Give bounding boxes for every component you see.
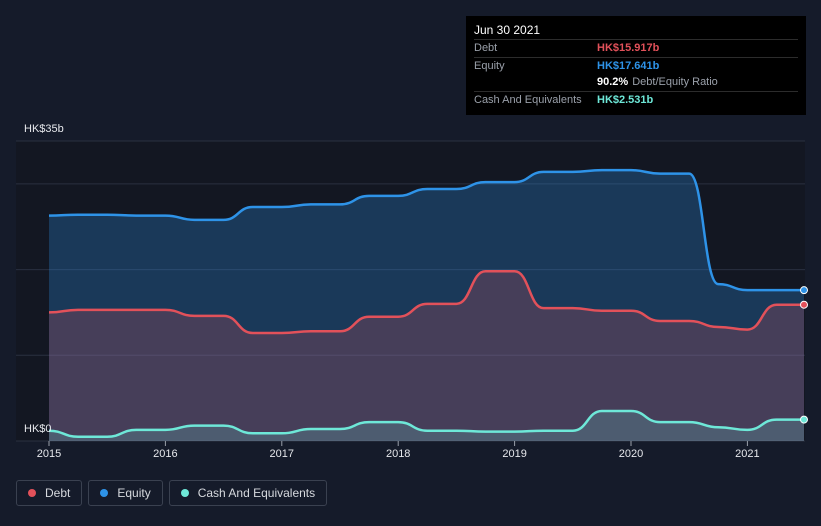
- tooltip-row-debt: Debt HK$15.917b: [474, 39, 798, 57]
- legend-item-debt[interactable]: Debt: [16, 480, 83, 506]
- equity-end-marker: [800, 286, 808, 295]
- equity-line: [48, 168, 804, 292]
- cash-and-equivalents-line: [48, 409, 804, 438]
- equity-area: [49, 170, 804, 441]
- legend-dot-icon: [28, 489, 36, 497]
- plot-background: [16, 141, 805, 441]
- tooltip-value: HK$2.531b: [597, 93, 654, 106]
- tooltip-date: Jun 30 2021: [474, 23, 541, 37]
- tooltip-row-ratio: 90.2% Debt/Equity Ratio: [474, 74, 798, 91]
- tooltip-sub-label: Debt/Equity Ratio: [632, 76, 718, 89]
- legend-label: Debt: [45, 486, 71, 500]
- series-areas: [49, 170, 804, 441]
- data-tooltip: Jun 30 2021 Debt HK$15.917b Equity HK$17…: [466, 16, 806, 115]
- x-tick-label: 2021: [735, 448, 759, 460]
- legend-label: Equity: [117, 486, 151, 500]
- tooltip-row-equity: Equity HK$17.641b: [474, 56, 798, 75]
- series-end-markers: [800, 286, 808, 424]
- debt-end-marker: [800, 300, 808, 309]
- grid-lines: [16, 140, 805, 442]
- tooltip-value: 90.2%: [597, 76, 629, 89]
- legend-dot-icon: [180, 489, 189, 497]
- y-axis-bottom-label: HK$0: [24, 423, 52, 435]
- x-tick-label: 2019: [502, 448, 526, 460]
- debt-line: [48, 270, 804, 335]
- x-axis-ticks: 2015 2016 2017 2018 2019 2020 2021: [37, 441, 760, 460]
- cash-and-equivalents-end-marker: [800, 415, 808, 424]
- legend-item-equity[interactable]: Equity: [88, 480, 163, 506]
- series-lines: [48, 168, 804, 438]
- x-tick-label: 2020: [619, 448, 643, 460]
- tooltip-label: Cash And Equivalents: [474, 93, 582, 106]
- legend-dot-icon: [100, 489, 109, 497]
- legend-label: Cash And Equivalents: [197, 486, 316, 500]
- y-axis-top-label: HK$35b: [24, 123, 64, 135]
- tooltip-value: HK$15.917b: [597, 42, 660, 55]
- x-tick-label: 2015: [37, 448, 61, 460]
- tooltip-value: HK$17.641b: [597, 59, 660, 72]
- x-tick-label: 2016: [153, 448, 177, 460]
- x-tick-label: 2018: [386, 448, 410, 460]
- legend-item-cash-and-equivalents[interactable]: Cash And Equivalents: [168, 480, 328, 506]
- tooltip-row-cash: Cash And Equivalents HK$2.531b: [474, 90, 798, 109]
- tooltip-label: Debt: [474, 42, 498, 55]
- debt-area: [49, 271, 804, 441]
- cash-and-equivalents-area: [49, 411, 804, 441]
- tooltip-label: Equity: [474, 59, 505, 72]
- legend: Debt Equity Cash And Equivalents: [16, 480, 328, 506]
- x-tick-label: 2017: [270, 448, 294, 460]
